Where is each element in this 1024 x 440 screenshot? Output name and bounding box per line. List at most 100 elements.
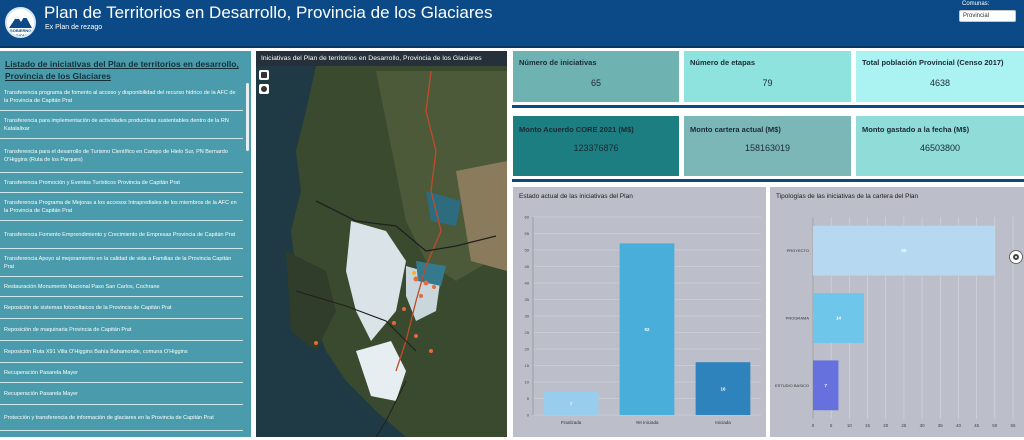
page-title: Plan de Territorios en Desarrollo, Provi… — [44, 3, 493, 22]
layers-icon — [261, 72, 267, 78]
map-marker[interactable] — [392, 321, 396, 325]
list-item[interactable]: Reposición de sistemas fotovoltaicos de … — [0, 297, 243, 319]
x-tick-label: Iniciada — [715, 420, 731, 425]
bar[interactable] — [543, 391, 599, 415]
map-panel[interactable]: Iniciativas del Plan de territorios en D… — [256, 51, 507, 437]
logo-text: GOBIERNO REGIONAL AYSÉN — [9, 28, 32, 38]
list-item[interactable]: Protección y transferencia de informació… — [0, 405, 243, 431]
x-tick-label: 40 — [956, 423, 962, 428]
mountain-logo-icon — [9, 15, 32, 28]
y-tick-label: PROGRAMA — [786, 316, 810, 321]
bar[interactable] — [619, 243, 675, 415]
list-item[interactable]: Transferencia programa de fomento al acc… — [0, 83, 243, 111]
data-label: 50 — [901, 248, 907, 253]
y-tick-label: 30 — [525, 314, 530, 319]
chart-title: Estado actual de las iniciativas del Pla… — [519, 193, 633, 200]
list-scrollbar[interactable] — [246, 83, 249, 433]
list-item[interactable]: Transferencia Apoyo al mejoramiento en l… — [0, 249, 243, 277]
list-item[interactable]: Recuperación Pasarela Mayer — [0, 383, 243, 405]
list-item[interactable]: Reposición de maquinaria Provincia de Ca… — [0, 319, 243, 341]
y-tick-label: 40 — [525, 281, 530, 286]
kpi-card-poblacion: Total población Provincial (Censo 2017) … — [856, 51, 1024, 102]
settings-button[interactable] — [1009, 250, 1023, 264]
bar[interactable] — [813, 225, 995, 276]
y-tick-label: 35 — [525, 297, 530, 302]
data-label: 16 — [720, 387, 726, 392]
page-subtitle: Ex Plan de rezago — [45, 24, 103, 31]
list-item[interactable]: Recuperación Pasarela Mayer — [0, 363, 243, 383]
x-tick-label: 20 — [883, 423, 889, 428]
map-marker[interactable] — [412, 271, 416, 275]
gobierno-regional-logo: GOBIERNO REGIONAL AYSÉN — [5, 7, 36, 38]
map-title: Iniciativas del Plan de territorios en D… — [256, 51, 507, 66]
map-marker[interactable] — [429, 349, 433, 353]
kpi-divider — [512, 179, 1024, 182]
kpi-label: Número de etapas — [690, 58, 756, 67]
kpi-card-monto-gastado: Monto gastado a la fecha (M$) 46503800 — [856, 116, 1024, 176]
list-item[interactable]: Restauración Monumento Nacional Paso San… — [0, 277, 243, 297]
y-tick-label: 50 — [525, 248, 530, 253]
estado-bar-chart[interactable]: 0 5 10 15 20 25 30 35 40 45 50 55 60 7 Finalizada 52 Yet… — [513, 187, 766, 437]
kpi-card-monto-core: Monto Acuerdo CORE 2021 (M$) 123376876 — [513, 116, 679, 176]
data-label: 7 — [824, 383, 827, 388]
list-item[interactable]: Transferencia Promoción y Eventos Turíst… — [0, 173, 243, 193]
y-tick-label: 20 — [525, 347, 530, 352]
x-tick-label: 50 — [992, 423, 998, 428]
kpi-value: 4638 — [929, 78, 951, 88]
kpi-card-monto-cartera: Monto cartera actual (M$) 158163019 — [684, 116, 851, 176]
chart-title: Tipologías de las iniciativas de la cart… — [776, 193, 919, 200]
kpi-label: Monto gastado a la fecha (M$) — [862, 125, 970, 134]
initiatives-list-panel: Listado de iniciativas del Plan de terri… — [0, 51, 251, 437]
gear-icon — [1013, 254, 1019, 260]
map-marker[interactable] — [314, 341, 318, 345]
bar[interactable] — [813, 293, 864, 343]
map-marker[interactable] — [413, 276, 419, 282]
x-tick-label: 15 — [865, 423, 871, 428]
y-tick-label: PROYECTO — [787, 248, 809, 253]
map-marker[interactable] — [423, 280, 429, 286]
x-tick-label: Yet Iniciada — [635, 420, 659, 425]
tipologias-bar-chart[interactable]: 0 5 10 15 20 25 30 35 40 45 50 55 50 PROYECTO 14 PROGRA… — [770, 187, 1024, 437]
kpi-value: 123376876 — [573, 143, 619, 153]
y-tick-label: 0 — [527, 413, 530, 418]
data-label: 7 — [570, 401, 573, 406]
comunas-dropdown[interactable]: Provincial — [959, 10, 1016, 22]
y-tick-label: 15 — [525, 363, 530, 368]
list-item[interactable]: Transferencia para implementación de act… — [0, 111, 243, 139]
kpi-value: 158163019 — [744, 143, 791, 153]
bar[interactable] — [813, 360, 839, 411]
scrollbar-thumb[interactable] — [246, 83, 249, 151]
y-tick-label: 60 — [525, 215, 530, 220]
estado-chart-panel: Estado actual de las iniciativas del Pla… — [513, 187, 766, 437]
layers-button[interactable] — [259, 70, 269, 80]
print-button[interactable] — [259, 84, 269, 94]
kpi-value: 65 — [590, 78, 601, 88]
header-divider — [0, 46, 1024, 48]
list-title: Listado de iniciativas del Plan de terri… — [5, 59, 239, 81]
app-header: GOBIERNO REGIONAL AYSÉN Plan de Territor… — [0, 0, 1024, 46]
x-tick-label: 30 — [920, 423, 926, 428]
kpi-label: Monto cartera actual (M$) — [690, 125, 781, 134]
list-item[interactable]: Reposición Ruta X91 Villa O'Higgins Bahí… — [0, 341, 243, 363]
list-item[interactable]: Transferencia Fomento Emprendimiento y C… — [0, 221, 243, 249]
y-tick-label: 45 — [525, 264, 530, 269]
x-tick-label: 10 — [847, 423, 853, 428]
list-item[interactable]: Transferencia para el desarrollo de Turi… — [0, 139, 243, 173]
bar[interactable] — [695, 362, 751, 415]
x-tick-label: 5 — [830, 423, 833, 428]
data-label: 52 — [644, 327, 650, 332]
initiatives-list: Transferencia programa de fomento al acc… — [0, 83, 243, 437]
list-item[interactable]: Programa de Fortalecimiento de la ganade… — [0, 431, 243, 437]
comunas-selected-value: Provincial — [963, 13, 990, 19]
list-item[interactable]: Transferencia Programa de Mejoras a los … — [0, 193, 243, 221]
map-marker[interactable] — [432, 285, 436, 289]
map-marker[interactable] — [414, 334, 418, 338]
map-marker[interactable] — [402, 307, 406, 311]
map-marker[interactable] — [419, 294, 423, 298]
satellite-map[interactable] — [256, 51, 507, 437]
kpi-card-etapas: Número de etapas 79 — [684, 51, 851, 102]
x-tick-label: 35 — [938, 423, 944, 428]
x-tick-label: 0 — [812, 423, 815, 428]
x-tick-label: Finalizada — [561, 420, 582, 425]
x-tick-label: 45 — [974, 423, 980, 428]
